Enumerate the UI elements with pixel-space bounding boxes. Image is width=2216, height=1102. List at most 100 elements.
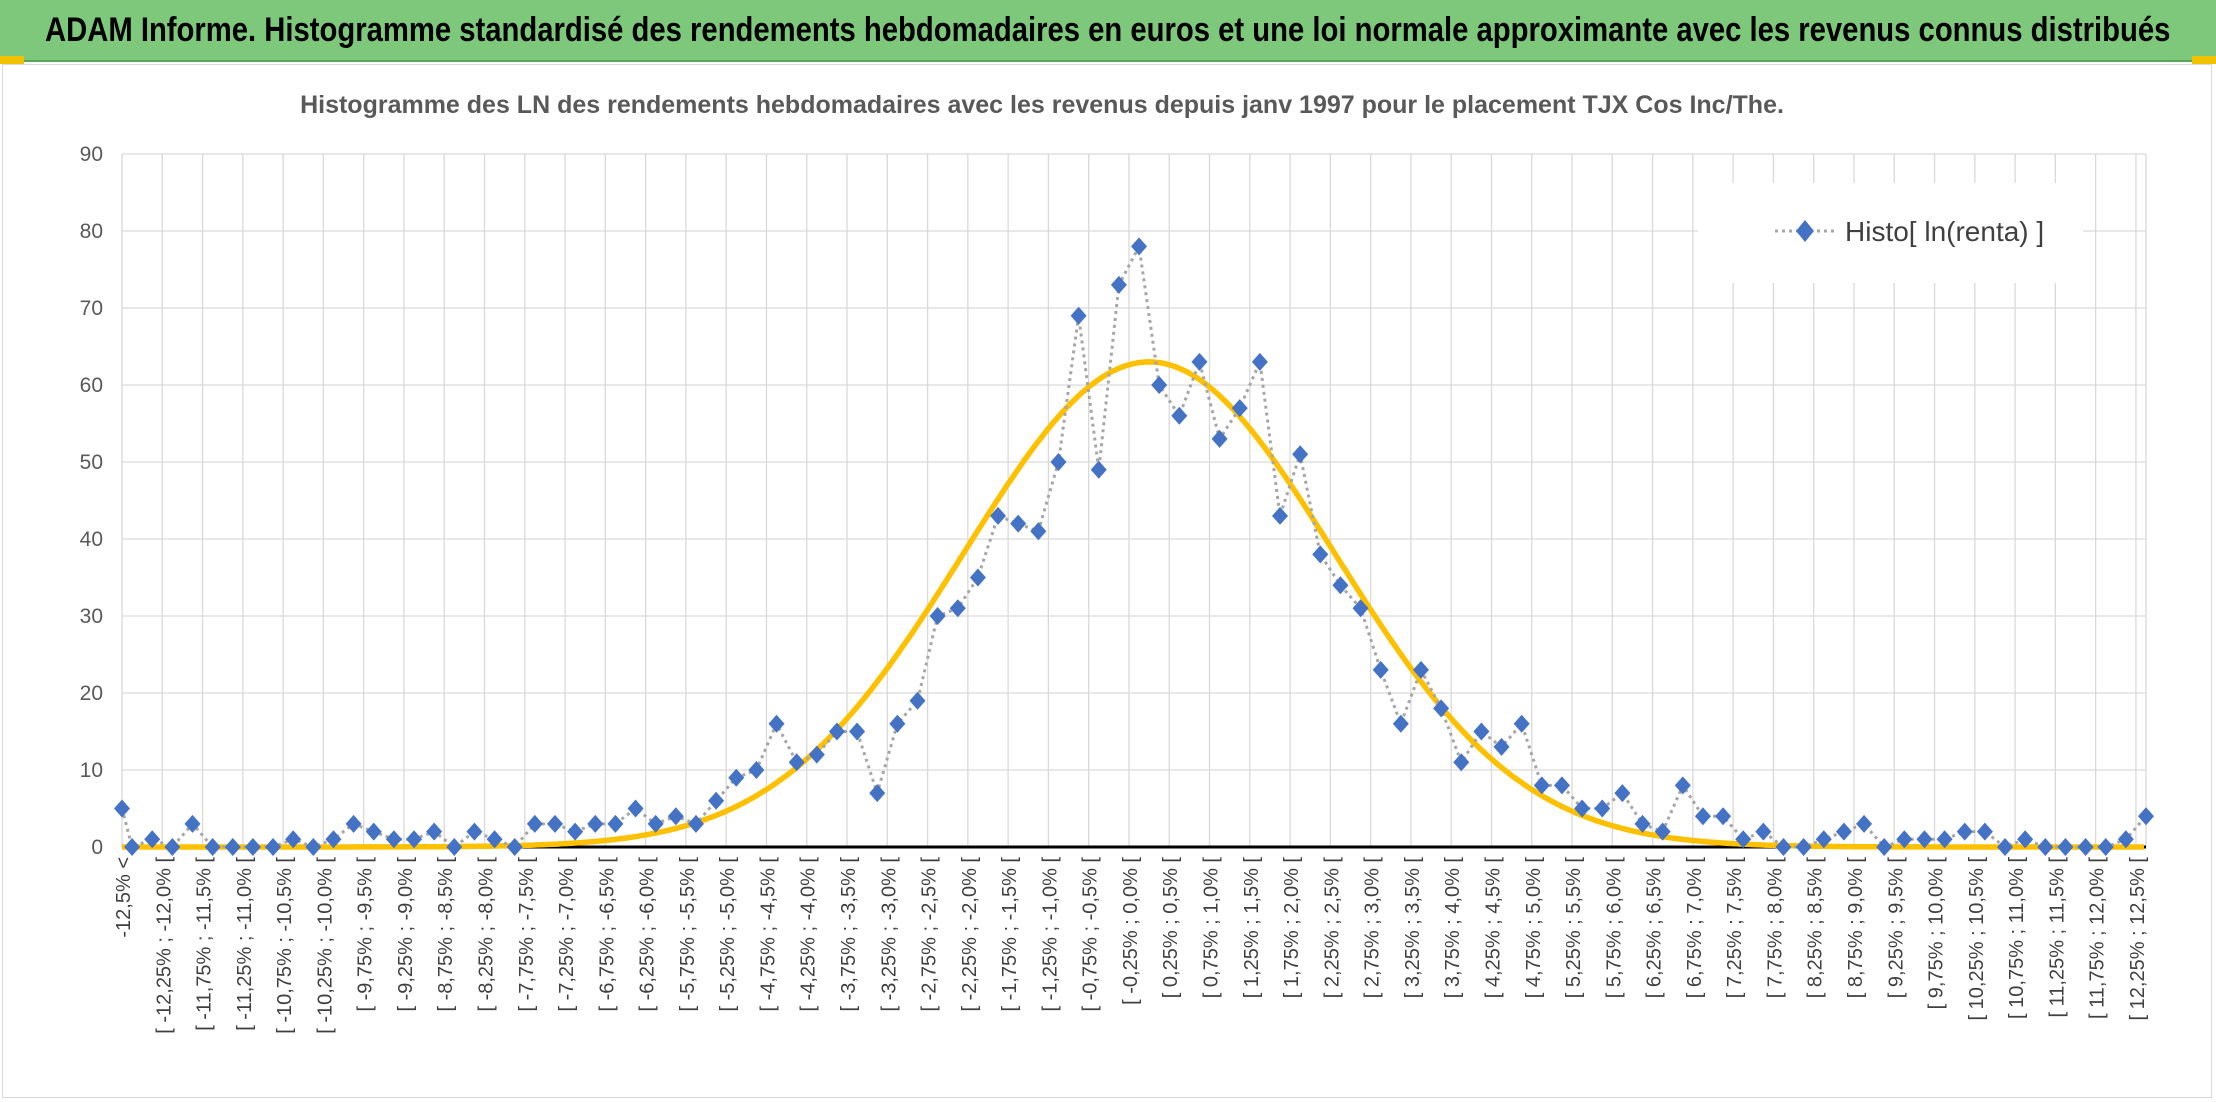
x-tick-label: [ 1,75% ; 2,0% [ bbox=[1281, 857, 1303, 999]
histogram-chart: Histogramme des LN des rendements hebdom… bbox=[80, 91, 2154, 1034]
data-point bbox=[1755, 822, 1772, 841]
normal-curve-line bbox=[122, 359, 2144, 850]
data-point bbox=[889, 714, 906, 733]
data-point bbox=[1292, 445, 1309, 464]
data-point bbox=[1674, 776, 1691, 795]
x-tick-label: [ -2,25% ; -2,0% [ bbox=[959, 857, 981, 1012]
data-point bbox=[2017, 830, 2034, 849]
data-point bbox=[1010, 514, 1027, 533]
x-tick-label: [ 0,75% ; 1,0% [ bbox=[1201, 857, 1223, 999]
x-tick-label: [ -1,75% ; -1,5% [ bbox=[999, 857, 1021, 1012]
x-tick-label: [ -3,25% ; -3,0% [ bbox=[878, 857, 900, 1012]
data-point bbox=[184, 814, 201, 833]
data-point bbox=[1211, 429, 1228, 448]
legend: Histo[ ln(renta) ] bbox=[1698, 183, 2083, 283]
data-point bbox=[1654, 822, 1671, 841]
x-tick-label: [ 1,25% ; 1,5% [ bbox=[1241, 857, 1263, 999]
y-axis: 0 10 20 30 40 50 60 70 80 90 bbox=[80, 143, 103, 859]
data-point bbox=[1856, 814, 1873, 833]
data-point bbox=[224, 838, 241, 856]
data-point bbox=[385, 830, 402, 849]
data-point bbox=[1090, 460, 1107, 479]
data-point bbox=[2097, 838, 2114, 856]
data-point bbox=[929, 607, 946, 625]
data-point bbox=[1634, 814, 1651, 833]
data-point bbox=[446, 838, 463, 856]
data-point bbox=[546, 814, 563, 833]
data-point bbox=[748, 761, 765, 779]
data-point bbox=[1453, 753, 1470, 772]
data-point bbox=[1976, 822, 1993, 841]
x-tick-label: [ 11,25% ; 11,5% [ bbox=[2046, 857, 2068, 1018]
y-tick-label: 50 bbox=[80, 451, 103, 474]
report-banner: ADAM Informe. Histogramme standardisé de… bbox=[0, 0, 2216, 64]
x-tick-label: [ -4,75% ; -4,5% [ bbox=[757, 857, 779, 1012]
data-point bbox=[2077, 838, 2094, 856]
data-point bbox=[1533, 776, 1550, 795]
x-tick-label: [ -9,75% ; -9,5% [ bbox=[355, 857, 377, 1012]
data-point bbox=[1231, 399, 1248, 418]
data-point bbox=[1956, 822, 1973, 841]
data-point bbox=[1392, 714, 1409, 733]
data-point bbox=[1936, 830, 1953, 849]
data-point bbox=[1151, 376, 1168, 394]
legend-marker bbox=[1796, 220, 1814, 242]
data-point bbox=[768, 714, 785, 733]
data-point bbox=[1795, 838, 1812, 856]
data-point bbox=[808, 745, 825, 764]
y-tick-label: 90 bbox=[80, 143, 103, 166]
legend-label: Histo[ ln(renta) ] bbox=[1845, 216, 2044, 247]
data-point bbox=[990, 506, 1007, 525]
data-point bbox=[244, 838, 261, 856]
data-point bbox=[1574, 799, 1591, 818]
x-tick-label: [ 2,75% ; 3,0% [ bbox=[1362, 857, 1384, 999]
x-axis: -12,5% < [ -12,25% ; -12,0% [[ -11,75% ; … bbox=[113, 845, 2149, 1034]
data-point bbox=[567, 822, 584, 841]
x-tick-label: [ 11,75% ; 12,0% [ bbox=[2087, 857, 2109, 1019]
grid-lines bbox=[121, 153, 2147, 847]
x-tick-label: [ 3,25% ; 3,5% [ bbox=[1402, 857, 1424, 999]
data-point bbox=[1997, 838, 2014, 856]
x-tick-label: [ 7,75% ; 8,0% [ bbox=[1764, 857, 1786, 999]
x-tick-label: [ -11,25% ; -11,0% [ bbox=[234, 857, 256, 1031]
data-point bbox=[1896, 830, 1913, 849]
page-title: ADAM Informe. Histogramme standardisé de… bbox=[45, 10, 2171, 49]
banner-corner-right bbox=[2192, 56, 2216, 64]
x-tick-label: [ -6,25% ; -6,0% [ bbox=[637, 857, 659, 1012]
data-point bbox=[869, 784, 886, 803]
data-point bbox=[1513, 714, 1530, 733]
banner-corner-left bbox=[0, 56, 24, 64]
x-tick-label: [ -11,75% ; -11,5% [ bbox=[194, 857, 216, 1031]
legend-background bbox=[1698, 183, 2083, 283]
x-tick-label: [ 0,25% ; 0,5% [ bbox=[1160, 857, 1182, 999]
data-point bbox=[1272, 506, 1289, 525]
data-point bbox=[1030, 522, 1047, 541]
data-point bbox=[687, 814, 704, 833]
y-tick-label: 30 bbox=[80, 605, 103, 628]
data-point bbox=[1312, 545, 1329, 564]
x-tick-label: [ 9,25% ; 9,5% [ bbox=[1885, 857, 1907, 999]
data-point bbox=[1876, 838, 1893, 856]
x-tick-label: [ 3,75% ; 4,0% [ bbox=[1442, 857, 1464, 999]
data-point bbox=[506, 838, 523, 856]
data-point bbox=[728, 768, 745, 787]
data-point bbox=[1775, 838, 1792, 856]
x-tick-label: [ -0,75% ; -0,5% [ bbox=[1080, 857, 1102, 1012]
chart-container: Histogramme des LN des rendements hebdom… bbox=[2, 64, 2212, 1098]
x-tick-label: [ -4,25% ; -4,0% [ bbox=[798, 857, 820, 1012]
x-tick-label: [ -10,75% ; -10,5% [ bbox=[274, 857, 296, 1034]
data-point bbox=[2138, 807, 2154, 826]
data-point bbox=[1372, 660, 1389, 679]
data-point bbox=[1131, 237, 1148, 256]
x-tick-label: [ -9,25% ; -9,0% [ bbox=[395, 857, 417, 1012]
data-point bbox=[426, 822, 443, 841]
data-point bbox=[305, 838, 322, 856]
data-point bbox=[667, 807, 684, 826]
x-tick-label: [ 10,25% ; 10,5% [ bbox=[1966, 857, 1988, 1021]
data-point bbox=[1473, 722, 1490, 741]
data-point bbox=[1916, 830, 1933, 849]
data-point bbox=[1694, 807, 1711, 826]
data-point bbox=[1715, 807, 1732, 826]
histogram-series bbox=[114, 237, 2154, 856]
data-point bbox=[2057, 838, 2074, 856]
